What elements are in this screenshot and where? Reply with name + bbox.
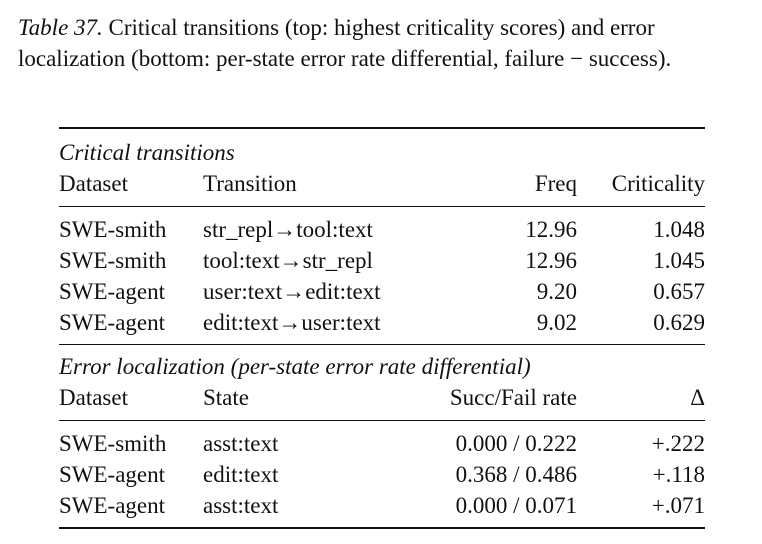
delta-cell: +.071 xyxy=(651,493,705,518)
critical-header-criticality: Criticality xyxy=(611,171,705,196)
results-table: Critical transitions Dataset Transition … xyxy=(59,127,705,529)
freq-cell: 12.96 xyxy=(525,217,577,242)
dataset-cell: SWE-smith xyxy=(59,431,167,456)
dataset-cell: SWE-agent xyxy=(59,310,166,335)
table-row: SWE-smith tool:text→str_repl 12.96 1.045 xyxy=(59,245,705,276)
critical-header-rule xyxy=(59,206,705,207)
state-cell: asst:text xyxy=(203,431,279,456)
state-cell: edit:text xyxy=(203,462,279,487)
dataset-cell: SWE-agent xyxy=(59,279,166,304)
transition-cell: edit:text→user:text xyxy=(203,310,381,335)
dataset-cell: SWE-smith xyxy=(59,248,167,273)
delta-cell: +.118 xyxy=(652,462,705,487)
criticality-cell: 0.657 xyxy=(653,279,705,304)
transition-cell: tool:text→str_repl xyxy=(203,248,373,273)
bottom-rule xyxy=(59,527,705,529)
errors-header-state: State xyxy=(203,385,249,410)
delta-cell: +.222 xyxy=(651,431,705,456)
table-row: SWE-agent user:text→edit:text 9.20 0.657 xyxy=(59,276,705,307)
freq-cell: 9.20 xyxy=(536,279,577,304)
top-rule xyxy=(59,127,705,129)
rate-cell: 0.368 / 0.486 xyxy=(455,462,577,487)
rate-cell: 0.000 / 0.222 xyxy=(455,431,577,456)
table-row: SWE-smith str_repl→tool:text 12.96 1.048 xyxy=(59,214,705,245)
errors-header-delta: Δ xyxy=(690,385,705,410)
table-row: SWE-agent edit:text 0.368 / 0.486 +.118 xyxy=(59,459,705,490)
critical-header-transition: Transition xyxy=(203,171,297,196)
critical-header-freq: Freq xyxy=(534,171,577,196)
table-row: SWE-smith asst:text 0.000 / 0.222 +.222 xyxy=(59,428,705,459)
dataset-cell: SWE-agent xyxy=(59,493,166,518)
section-divider-rule xyxy=(59,344,705,345)
errors-header-rule xyxy=(59,420,705,421)
errors-header-dataset: Dataset xyxy=(59,385,128,410)
caption-label: Table 37. xyxy=(18,15,103,40)
rate-cell: 0.000 / 0.071 xyxy=(455,493,577,518)
caption-text: Critical transitions (top: highest criti… xyxy=(18,15,672,71)
errors-header-row: Dataset State Succ/Fail rate Δ xyxy=(59,382,705,413)
critical-section-title: Critical transitions xyxy=(59,140,235,165)
criticality-cell: 0.629 xyxy=(653,310,705,335)
errors-header-rate: Succ/Fail rate xyxy=(449,385,577,410)
transition-cell: user:text→edit:text xyxy=(203,279,381,304)
freq-cell: 9.02 xyxy=(536,310,577,335)
dataset-cell: SWE-smith xyxy=(59,217,167,242)
state-cell: asst:text xyxy=(203,493,279,518)
transition-cell: str_repl→tool:text xyxy=(203,217,373,242)
criticality-cell: 1.045 xyxy=(653,248,705,273)
critical-header-dataset: Dataset xyxy=(59,171,128,196)
critical-header-row: Dataset Transition Freq Criticality xyxy=(59,168,705,199)
errors-section-title: Error localization (per-state error rate… xyxy=(59,354,531,379)
table-row: SWE-agent asst:text 0.000 / 0.071 +.071 xyxy=(59,490,705,521)
table-row: SWE-agent edit:text→user:text 9.02 0.629 xyxy=(59,307,705,338)
freq-cell: 12.96 xyxy=(525,248,577,273)
criticality-cell: 1.048 xyxy=(653,217,705,242)
table-caption: Table 37. Critical transitions (top: hig… xyxy=(18,12,748,74)
dataset-cell: SWE-agent xyxy=(59,462,166,487)
